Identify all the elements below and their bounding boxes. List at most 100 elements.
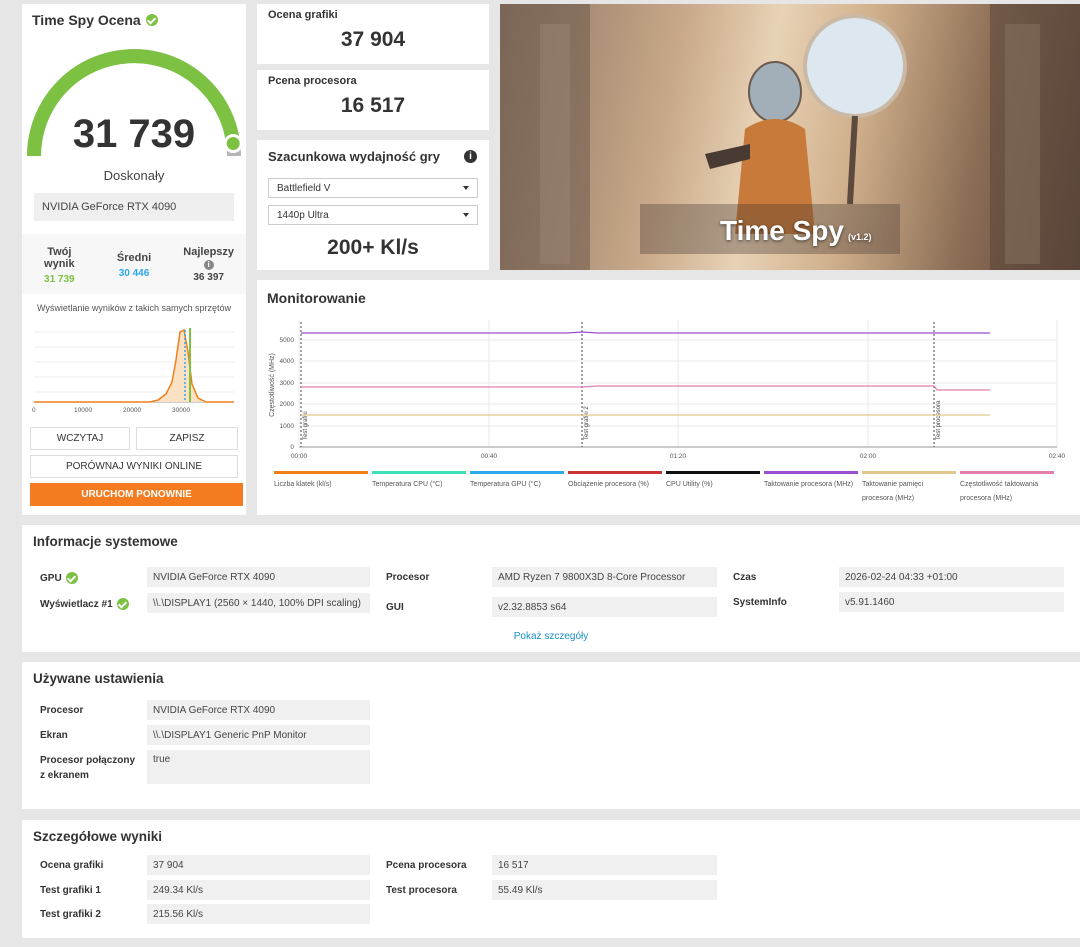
settings-title: Używane ustawienia (33, 671, 164, 686)
save-button[interactable]: ZAPISZ (136, 427, 238, 450)
display-value: \\.\DISPLAY1 (2560 × 1440, 100% DPI scal… (147, 593, 370, 613)
score-panel: Time Spy Ocena 31 739 Doskonały NVIDIA G… (22, 4, 246, 515)
legend-label: Częstotliwość taktowania procesora (MHz) (960, 481, 1039, 502)
detail-graphics-value: 37 904 (147, 855, 370, 875)
chevron-down-icon (463, 186, 469, 190)
legend-label: Temperatura GPU (°C) (470, 481, 541, 488)
monitoring-panel: Monitorowanie 0 1000 2000 3000 4000 5000… (257, 280, 1080, 515)
series-cpu-clock (301, 331, 990, 334)
graphics-score-label: Ocena grafiki (268, 9, 338, 21)
legend-item[interactable]: CPU Utility (%) (666, 471, 760, 506)
marker-label-cpu: Test procesora (936, 400, 942, 440)
x-tick-4: 02:40 (1049, 453, 1066, 460)
your-score-value: 31 739 (44, 274, 75, 285)
details-title: Szczegółowe wyniki (33, 829, 163, 844)
legend-item[interactable]: Częstotliwość taktowania procesora (MHz) (960, 471, 1054, 506)
best-score-value: 36 397 (193, 272, 224, 283)
histogram-label: Wyświetlanie wyników z takich samych spr… (37, 303, 231, 313)
time-label: Czas (733, 572, 757, 583)
detail-cputest-value: 55.49 Kl/s (492, 880, 717, 900)
legend-item[interactable]: Temperatura CPU (°C) (372, 471, 466, 506)
your-score: Twój wynik 31 739 (22, 234, 97, 294)
rerun-button[interactable]: URUCHOM PONOWNIE (30, 483, 243, 506)
score-title: Time Spy Ocena (32, 12, 141, 28)
legend-label: CPU Utility (%) (666, 481, 713, 488)
your-score-label: Twój wynik (44, 246, 75, 270)
marker-label-graphics-1: Test grafiki (303, 411, 309, 440)
monitoring-legend: Liczba klatek (kl/s) Temperatura CPU (°C… (274, 471, 1054, 506)
cpu-score-box: Pcena procesora 16 517 (257, 70, 489, 130)
detailed-results-section: Szczegółowe wyniki Ocena grafiki 37 904 … (22, 820, 1080, 938)
best-score-label: Najlepszy (183, 246, 235, 258)
series-cpu-frequency (301, 385, 990, 391)
y-tick-2: 2000 (280, 401, 295, 408)
gauge-knob (223, 134, 243, 153)
settings-screen-value: \\.\DISPLAY1 Generic PnP Monitor (147, 725, 370, 745)
legend-item[interactable]: Taktowanie pamięci procesora (MHz) (862, 471, 956, 506)
monitoring-title: Monitorowanie (267, 290, 366, 306)
hero-title: Time Spy (v1.2) (720, 215, 872, 247)
detail-gt1-label: Test grafiki 1 (40, 885, 101, 896)
info-icon[interactable]: i (464, 150, 477, 163)
chevron-down-icon (463, 213, 469, 217)
detail-gt2-value: 215.56 Kl/s (147, 904, 370, 924)
detail-cpu-value: 16 517 (492, 855, 717, 875)
gui-label: GUI (386, 602, 404, 613)
compare-online-button[interactable]: PORÓWNAJ WYNIKI ONLINE (30, 455, 238, 478)
estimate-title: Szacunkowa wydajność gry (268, 149, 440, 164)
cpu-value: AMD Ryzen 7 9800X3D 8-Core Processor (492, 567, 717, 587)
comparison-strip: Twój wynik 31 739 Średni 30 446 Najlepsz… (22, 234, 246, 294)
info-icon[interactable]: i (203, 260, 214, 270)
gauge-fill (27, 49, 241, 157)
show-details-link[interactable]: Pokaż szczegóły (513, 631, 589, 642)
game-select[interactable]: Battlefield V (268, 178, 478, 198)
y-tick-3: 3000 (280, 380, 295, 387)
check-icon (145, 14, 158, 26)
average-score-label: Średni (116, 252, 152, 264)
graphics-score-box: Ocena grafiki 37 904 (257, 4, 489, 64)
graphics-score-value: 37 904 (340, 28, 406, 51)
gpu-value: NVIDIA GeForce RTX 4090 (147, 567, 370, 587)
connected-label-line-1: Procesor połączony (40, 755, 136, 766)
load-button[interactable]: WCZYTAJ (30, 427, 130, 450)
average-score-value: 30 446 (118, 268, 150, 279)
y-tick-1: 1000 (280, 423, 295, 430)
y-tick-4: 4000 (280, 358, 295, 365)
legend-label: Obciążenie procesora (%) (568, 481, 649, 488)
cpu-label: Procesor (386, 572, 430, 583)
legend-item[interactable]: Obciążenie procesora (%) (568, 471, 662, 506)
system-info-title: Informacje systemowe (33, 534, 178, 549)
settings-cpu-value: NVIDIA GeForce RTX 4090 (147, 700, 370, 720)
average-score: Średni 30 446 (97, 234, 172, 294)
legend-label: Taktowanie pamięci procesora (MHz) (862, 481, 924, 502)
legend-item[interactable]: Temperatura GPU (°C) (470, 471, 564, 506)
cpu-score-value: 16 517 (340, 94, 406, 117)
legend-label: Temperatura CPU (°C) (372, 481, 443, 488)
time-value: 2026-02-24 04:33 +01:00 (839, 567, 1064, 587)
check-icon (116, 598, 129, 610)
settings-cpu-label: Procesor (40, 705, 84, 716)
display-label: Wyświetlacz #1 (40, 598, 129, 610)
y-axis-label: Częstotliwość (MHz) (269, 353, 276, 417)
hist-tick-1: 10000 (74, 407, 92, 414)
hero-version: (v1.2) (847, 232, 872, 242)
gpu-label: GPU (40, 572, 78, 584)
x-tick-0: 00:00 (291, 453, 308, 460)
y-tick-0: 0 (290, 444, 294, 451)
resolution-select[interactable]: 1440p Ultra (268, 205, 478, 225)
legend-label: Liczba klatek (kl/s) (274, 481, 332, 488)
x-tick-2: 01:20 (670, 453, 687, 460)
legend-item[interactable]: Taktowanie procesora (MHz) (764, 471, 858, 506)
benchmark-hero-image: Time Spy (v1.2) (500, 4, 1080, 270)
check-icon (65, 572, 78, 584)
score-rating: Doskonały (103, 168, 165, 183)
resolution-select-value: 1440p Ultra (277, 209, 329, 221)
detail-cputest-label: Test procesora (386, 885, 457, 896)
systeminfo-label: SystemInfo (733, 597, 787, 608)
legend-item[interactable]: Liczba klatek (kl/s) (274, 471, 368, 506)
y-tick-5: 5000 (280, 337, 295, 344)
settings-connected-label: Procesor połączony z ekranem (40, 753, 135, 783)
display-label-text: Wyświetlacz #1 (40, 598, 113, 610)
x-tick-3: 02:00 (860, 453, 877, 460)
systeminfo-value: v5.91.1460 (839, 592, 1064, 612)
